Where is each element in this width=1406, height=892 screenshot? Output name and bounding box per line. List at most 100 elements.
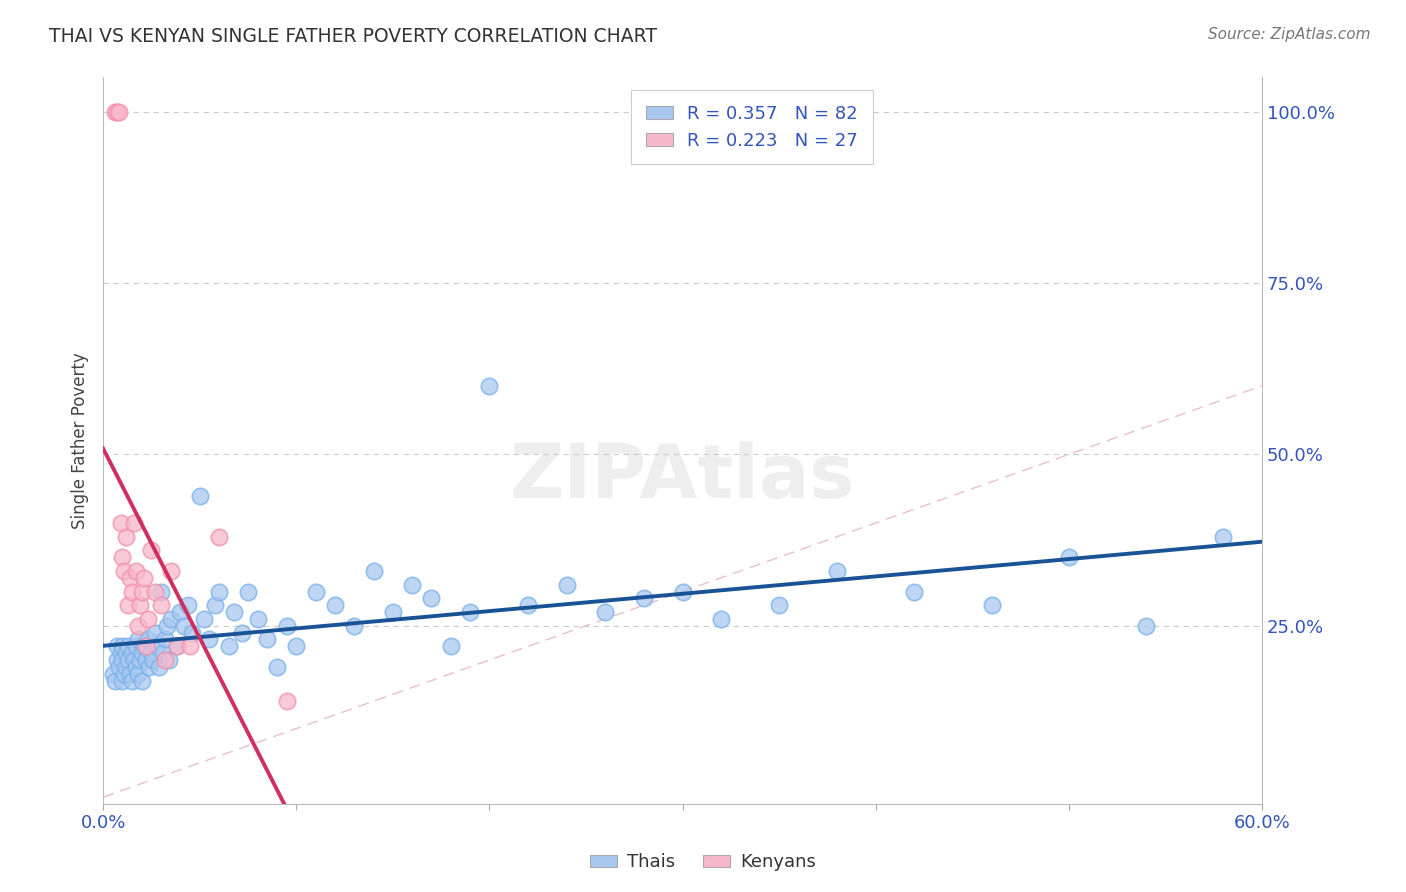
Point [478, 379, 501, 393]
Point [153, 653, 176, 667]
Point [138, 660, 160, 674]
Point [135, 640, 157, 654]
Point [188, 489, 211, 503]
Legend: Thais, Kenyans: Thais, Kenyans [582, 847, 824, 879]
Point [143, 584, 166, 599]
Point [285, 640, 308, 654]
Point [343, 619, 366, 633]
Point [117, 640, 139, 654]
Point [125, 564, 148, 578]
Point [132, 640, 155, 654]
Point [256, 632, 278, 647]
Point [323, 598, 346, 612]
Point [115, 660, 138, 674]
Point [136, 612, 159, 626]
Point [193, 612, 215, 626]
Point [1057, 550, 1080, 565]
Point [125, 640, 148, 654]
Point [903, 584, 925, 599]
Point [276, 694, 298, 708]
Point [131, 673, 153, 688]
Point [110, 516, 132, 530]
Point [127, 666, 149, 681]
Point [122, 516, 145, 530]
Point [825, 564, 848, 578]
Point [121, 673, 143, 688]
Point [131, 584, 153, 599]
Point [153, 632, 176, 647]
Point [276, 619, 298, 633]
Point [246, 612, 269, 626]
Point [142, 653, 165, 667]
Point [420, 591, 443, 606]
Point [236, 584, 259, 599]
Point [150, 584, 173, 599]
Point [198, 632, 221, 647]
Text: ZIPAtlas: ZIPAtlas [510, 441, 855, 514]
Point [128, 653, 150, 667]
Point [132, 571, 155, 585]
Point [304, 584, 326, 599]
Point [440, 640, 463, 654]
Point [104, 104, 127, 119]
Point [128, 598, 150, 612]
Point [150, 598, 173, 612]
Point [125, 660, 148, 674]
Point [363, 564, 385, 578]
Point [107, 104, 129, 119]
Point [111, 653, 134, 667]
Point [127, 619, 149, 633]
Point [166, 640, 188, 654]
Point [117, 653, 139, 667]
Point [112, 564, 135, 578]
Point [208, 584, 231, 599]
Point [157, 653, 180, 667]
Point [110, 646, 132, 660]
Point [105, 653, 128, 667]
Point [204, 598, 226, 612]
Point [141, 646, 163, 660]
Text: Source: ZipAtlas.com: Source: ZipAtlas.com [1208, 27, 1371, 42]
Point [115, 646, 138, 660]
Point [120, 571, 142, 585]
Point [105, 640, 128, 654]
Point [517, 598, 540, 612]
Point [115, 530, 138, 544]
Point [218, 640, 240, 654]
Point [179, 640, 201, 654]
Point [120, 666, 142, 681]
Point [136, 632, 159, 647]
Point [177, 598, 200, 612]
Point [1212, 530, 1234, 544]
Point [131, 646, 153, 660]
Point [401, 577, 423, 591]
Point [159, 612, 181, 626]
Point [101, 666, 124, 681]
Point [555, 577, 578, 591]
Point [143, 625, 166, 640]
Point [710, 612, 733, 626]
Point [152, 646, 174, 660]
Point [122, 653, 145, 667]
Point [181, 625, 204, 640]
Point [980, 598, 1002, 612]
Point [224, 605, 246, 619]
Point [121, 584, 143, 599]
Point [127, 632, 149, 647]
Point [104, 673, 127, 688]
Point [135, 653, 157, 667]
Point [148, 660, 170, 674]
Point [156, 619, 179, 633]
Point [633, 591, 655, 606]
Point [112, 666, 135, 681]
Point [146, 640, 169, 654]
Point [111, 550, 134, 565]
Point [381, 605, 404, 619]
Point [107, 660, 129, 674]
Point [208, 530, 231, 544]
Point [141, 543, 163, 558]
Y-axis label: Single Father Poverty: Single Father Poverty [72, 352, 89, 529]
Point [458, 605, 481, 619]
Point [169, 605, 191, 619]
Legend: R = 0.357   N = 82, R = 0.223   N = 27: R = 0.357 N = 82, R = 0.223 N = 27 [631, 90, 873, 164]
